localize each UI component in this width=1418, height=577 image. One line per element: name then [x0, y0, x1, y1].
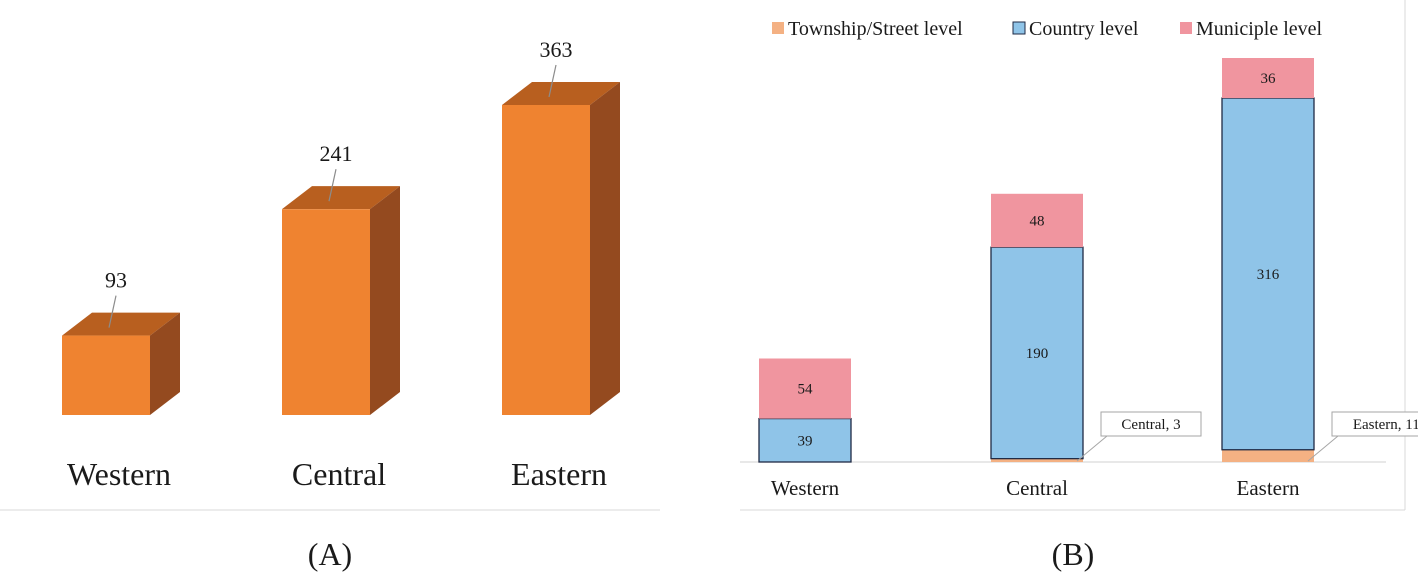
tick-label-western: Western	[67, 456, 171, 492]
bar-top-central	[282, 186, 400, 210]
legend-entry-country-level: Country level	[1012, 18, 1139, 40]
callout-leader-central	[1076, 435, 1108, 462]
bar-western: 93	[62, 268, 180, 415]
legend-swatch-township-street-level	[772, 22, 784, 34]
panel-a-tick-labels: Western Central Eastern	[67, 456, 607, 492]
stack-central	[990, 193, 1084, 462]
legend-entry-municiple-level: Municiple level	[1180, 18, 1323, 40]
bar-side-western	[150, 312, 180, 415]
tick-label-eastern: Eastern	[1237, 476, 1300, 500]
bar-leader-eastern	[548, 64, 557, 98]
tick-label-central: Central	[292, 456, 386, 492]
segment-western-municiple-level	[759, 358, 851, 419]
data-label-western-country-level: 39	[798, 433, 813, 449]
bar-central: 241	[282, 141, 400, 415]
bar-front-western	[62, 335, 150, 415]
panel-b-bars	[758, 58, 1315, 463]
tick-label-eastern: Eastern	[511, 456, 607, 492]
bar-eastern: 363	[502, 37, 620, 415]
panel-a-chart: 93 241 363 Western Central Eastern	[0, 37, 660, 511]
data-label-central-country-level: 190	[1026, 346, 1049, 362]
bar-value-label-eastern: 363	[540, 37, 573, 62]
callout-box-eastern	[1331, 411, 1418, 437]
data-label-central-township-street-level: Central, 3	[1121, 417, 1180, 433]
bar-value-label-western: 93	[105, 268, 127, 293]
panel-b-tick-labels: Western Central Eastern	[771, 476, 1300, 500]
legend-entry-township-street-level: Township/Street level	[772, 18, 963, 40]
bar-leader-western	[108, 295, 117, 328]
panel-b-chart: Township/Street level Country level Munici…	[740, 0, 1418, 511]
legend-swatch-municiple-level	[1180, 22, 1192, 34]
segment-eastern-township-street-level	[1222, 449, 1314, 462]
bar-side-central	[370, 186, 400, 415]
bar-top-western	[62, 312, 180, 336]
legend-label-township-street-level: Township/Street level	[788, 18, 963, 40]
data-label-eastern-township-street-level: Eastern, 11	[1353, 417, 1418, 433]
bar-leader-central	[328, 169, 337, 202]
data-label-western-municiple-level: 54	[798, 382, 814, 398]
panel-b-data-labels: 39 54 Central, 3 190 48 Eastern, 11 316 36	[798, 71, 1418, 462]
data-label-eastern-country-level: 316	[1257, 267, 1280, 283]
legend-label-country-level: Country level	[1029, 18, 1139, 40]
tick-label-western: Western	[771, 476, 840, 500]
callout-leader-eastern	[1307, 435, 1339, 462]
bar-front-central	[282, 209, 370, 415]
legend-label-municiple-level: Municiple level	[1196, 18, 1323, 40]
panel-a-bars: 93 241 363	[62, 37, 620, 415]
bar-side-eastern	[590, 82, 620, 415]
bar-top-eastern	[502, 82, 620, 105]
segment-central-country-level	[990, 246, 1084, 460]
tick-label-central: Central	[1006, 476, 1068, 500]
bar-value-label-central: 241	[320, 141, 353, 166]
panel-b-label: (B)	[1052, 536, 1095, 572]
segment-central-township-street-level	[991, 458, 1083, 462]
legend-swatch-country-level	[1012, 21, 1026, 35]
bar-front-eastern	[502, 105, 590, 415]
segment-eastern-municiple-level	[1222, 58, 1314, 99]
data-label-central-municiple-level: 48	[1030, 213, 1045, 229]
segment-eastern-country-level	[1221, 97, 1315, 451]
stack-eastern	[1221, 58, 1315, 462]
segment-central-municiple-level	[991, 193, 1083, 248]
data-label-eastern-municiple-level: 36	[1261, 71, 1277, 87]
callout-box-central	[1100, 411, 1202, 437]
stack-western	[758, 358, 852, 463]
panel-b-legend: Township/Street level Country level Munici…	[772, 18, 1323, 40]
panel-a-label: (A)	[308, 536, 352, 572]
